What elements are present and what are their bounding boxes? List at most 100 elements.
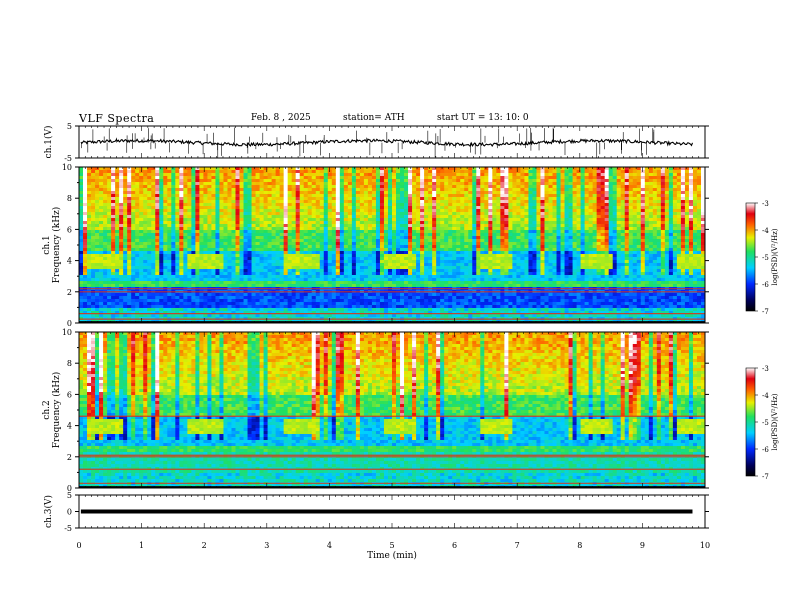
spectrogram-cell bbox=[267, 257, 273, 261]
spectrogram-cell bbox=[223, 182, 228, 186]
spectrogram-cell bbox=[347, 200, 353, 204]
spectrogram-cell bbox=[628, 254, 634, 258]
spectrogram-cell bbox=[143, 230, 148, 234]
spectrogram-cell bbox=[315, 197, 321, 201]
spectrogram-cell bbox=[291, 239, 297, 243]
spectrogram-cell bbox=[572, 236, 577, 240]
spectrogram-cell bbox=[672, 188, 678, 192]
spectrogram-cell bbox=[432, 191, 437, 195]
spectrogram-cell bbox=[676, 224, 682, 228]
spectrogram-cell bbox=[676, 212, 682, 216]
spectrogram-cell bbox=[424, 242, 429, 246]
spectrogram-cell bbox=[472, 251, 477, 255]
spectrogram-cell bbox=[127, 215, 132, 219]
spectrogram-cell bbox=[620, 221, 626, 225]
spectrogram-cell bbox=[339, 173, 345, 177]
spectrogram-cell bbox=[496, 239, 501, 243]
spectrogram-cell bbox=[540, 233, 545, 237]
spectrogram-cell bbox=[215, 239, 220, 243]
spectrogram-cell bbox=[404, 182, 409, 186]
spectrogram-cell bbox=[508, 212, 513, 216]
spectrogram-cell bbox=[131, 170, 136, 174]
spectrogram-cell bbox=[359, 203, 365, 207]
spectrogram-cell bbox=[339, 230, 345, 234]
spectrogram-cell bbox=[231, 191, 236, 195]
spectrogram-cell bbox=[484, 230, 489, 234]
spectrogram-cell bbox=[379, 236, 385, 240]
spectrogram-cell bbox=[387, 179, 393, 183]
spectrogram-cell bbox=[199, 209, 204, 213]
spectrogram-cell bbox=[375, 251, 381, 255]
spectrogram-cell bbox=[87, 239, 92, 243]
spectrogram-cell bbox=[644, 170, 650, 174]
spectrogram-cell bbox=[295, 260, 301, 264]
spectrogram-cell bbox=[347, 209, 353, 213]
spectrogram-cell bbox=[139, 200, 144, 204]
spectrogram-cell bbox=[119, 203, 124, 207]
spectrogram-cell bbox=[179, 260, 184, 264]
spectrogram-cell bbox=[672, 245, 678, 249]
spectrogram-cell bbox=[672, 191, 678, 195]
spectrogram-cell bbox=[139, 254, 144, 258]
spectrogram-cell bbox=[440, 227, 445, 231]
spectrogram-cell bbox=[484, 209, 489, 213]
spectrogram-cell bbox=[223, 170, 228, 174]
spectrogram-cell bbox=[656, 170, 662, 174]
spectrogram-cell bbox=[215, 197, 220, 201]
spectrogram-cell bbox=[392, 173, 397, 177]
spectrogram-cell bbox=[223, 242, 228, 246]
spectrogram-cell bbox=[408, 239, 413, 243]
spectrogram-cell bbox=[383, 230, 389, 234]
spectrogram-cell bbox=[299, 197, 305, 201]
spectrogram-cell bbox=[496, 188, 501, 192]
spectrogram-cell bbox=[680, 254, 686, 258]
spectrogram-cell bbox=[648, 173, 654, 177]
spectrogram-cell bbox=[139, 257, 144, 261]
spectrogram-cell bbox=[672, 176, 678, 180]
spectrogram-cell bbox=[387, 197, 393, 201]
spectrogram-cell bbox=[191, 218, 196, 222]
spectrogram-cell bbox=[167, 233, 172, 237]
spectrogram-cell bbox=[512, 215, 517, 219]
spectrogram-cell bbox=[267, 215, 273, 219]
spectrogram-cell bbox=[656, 227, 662, 231]
spectrogram-cell bbox=[91, 182, 96, 186]
spectrogram-cell bbox=[327, 254, 333, 258]
spectrogram-cell bbox=[536, 257, 541, 261]
spectrogram-cell bbox=[440, 203, 445, 207]
spectrogram-cell bbox=[355, 233, 361, 237]
spectrogram-cell bbox=[135, 236, 140, 240]
spectrogram-cell bbox=[396, 236, 401, 240]
spectrogram-cell bbox=[420, 218, 425, 222]
spectrogram-cell bbox=[632, 227, 638, 231]
spectrogram-cell bbox=[576, 233, 581, 237]
spectrogram-cell bbox=[400, 173, 405, 177]
spectrogram-cell bbox=[604, 257, 610, 261]
spectrogram-cell bbox=[512, 254, 517, 258]
spectrogram-cell bbox=[520, 182, 525, 186]
spectrogram-cell bbox=[371, 254, 377, 258]
spectrogram-cell bbox=[195, 179, 200, 183]
spectrogram-cell bbox=[460, 242, 465, 246]
spectrogram-cell bbox=[540, 239, 545, 243]
spectrogram-cell bbox=[355, 197, 361, 201]
spectrogram-cell bbox=[556, 227, 561, 231]
spectrogram-cell bbox=[199, 212, 204, 216]
spectrogram-cell bbox=[323, 206, 329, 210]
spectrogram-cell bbox=[688, 227, 694, 231]
spectrogram-cell bbox=[87, 200, 92, 204]
spectrogram-cell bbox=[95, 236, 100, 240]
spectrogram-cell bbox=[375, 197, 381, 201]
spectrogram-cell bbox=[287, 191, 293, 195]
spectrogram-cell bbox=[480, 179, 485, 183]
spectrogram-cell bbox=[99, 194, 104, 198]
spectrogram-cell bbox=[656, 179, 662, 183]
spectrogram-cell bbox=[139, 185, 144, 189]
spectrogram-cell bbox=[111, 218, 116, 222]
spectrogram-cell bbox=[251, 179, 256, 183]
spectrogram-cell bbox=[359, 254, 365, 258]
spectrogram-cell bbox=[560, 248, 565, 252]
spectrogram-cell bbox=[303, 227, 309, 231]
spectrogram-cell bbox=[207, 206, 212, 210]
spectrogram-cell bbox=[508, 239, 513, 243]
